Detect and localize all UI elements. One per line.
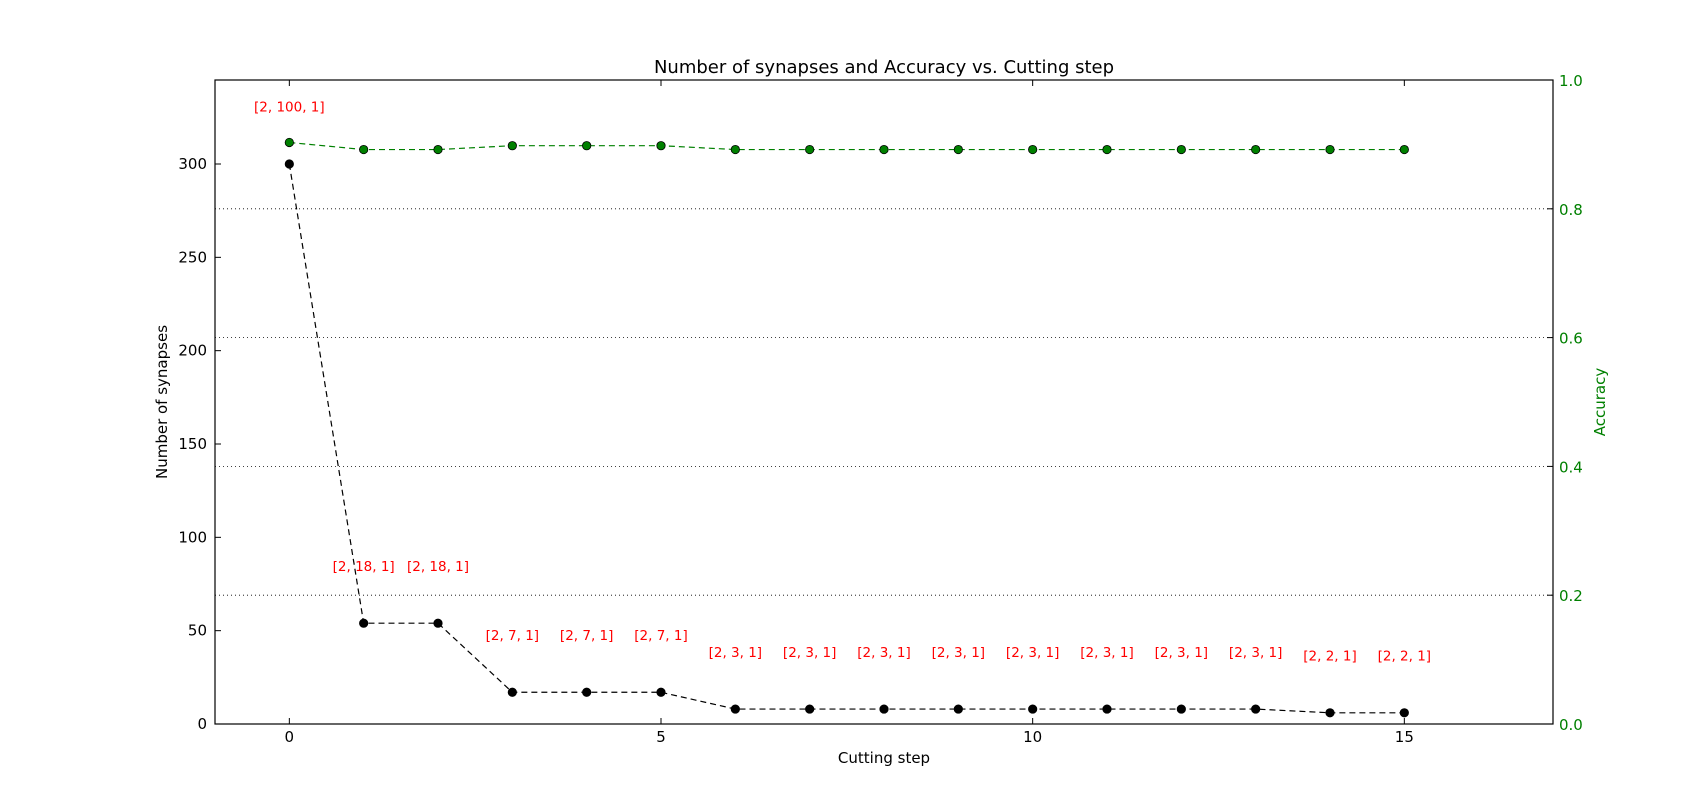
synapses-point: [582, 687, 592, 697]
accuracy-point: [1251, 144, 1261, 155]
accuracy-point: [433, 144, 443, 155]
synapses-point: [507, 687, 517, 697]
y2-tick-label: 0.4: [1559, 458, 1583, 476]
series-layer: [284, 137, 1409, 718]
accuracy-point: [582, 141, 592, 151]
accuracy-point: [1399, 144, 1409, 155]
synapses-point: [284, 159, 294, 169]
x-tick-label: 15: [1395, 728, 1414, 746]
y-tick-label: 50: [188, 622, 207, 640]
synapses-point: [1251, 704, 1261, 714]
x-tick-label: 5: [656, 728, 666, 746]
synapses-point: [1028, 704, 1038, 714]
annotation-label: [2, 3, 1]: [783, 645, 836, 661]
annotation-label: [2, 7, 1]: [560, 628, 613, 644]
annotation-label: [2, 3, 1]: [709, 645, 762, 661]
y-axis-label: Number of synapses: [153, 325, 171, 479]
synapses-point: [953, 704, 963, 714]
synapses-point: [359, 618, 369, 628]
chart-title: Number of synapses and Accuracy vs. Cutt…: [654, 57, 1114, 78]
accuracy-point: [1325, 144, 1335, 155]
annotation-label: [2, 3, 1]: [1080, 645, 1133, 661]
annotation-label: [2, 7, 1]: [634, 628, 687, 644]
synapses-point: [1325, 708, 1335, 718]
y2-tick-label: 0.6: [1559, 330, 1583, 348]
annotation-label: [2, 18, 1]: [407, 559, 469, 575]
accuracy-point: [359, 144, 369, 155]
synapses-point: [1102, 704, 1112, 714]
y-tick-label: 100: [178, 528, 207, 546]
x-tick-label: 0: [285, 728, 295, 746]
accuracy-point: [507, 141, 517, 151]
y-tick-label: 200: [178, 342, 207, 360]
y2-tick-label: 1.0: [1559, 72, 1583, 90]
x-axis-label: Cutting step: [838, 749, 930, 767]
y-tick-label: 0: [197, 715, 207, 733]
accuracy-point: [1028, 144, 1038, 155]
y2-axis-label: Accuracy: [1591, 368, 1609, 437]
y2-tick-label: 0.2: [1559, 587, 1583, 605]
y-tick-label: 150: [178, 435, 207, 453]
y2-tick-label: 0.8: [1559, 201, 1583, 219]
synapses-point: [730, 704, 740, 714]
annotation-label: [2, 3, 1]: [1155, 645, 1208, 661]
axes: 0 5 10 150501001502002503000.00.20.40.60.81…: [178, 72, 1583, 746]
synapses-point: [433, 618, 443, 628]
annotations: [2, 100, 1] [2, 18, 1] [2, 18, 1] [2, 7, 1]…: [254, 100, 1431, 665]
synapses-point: [805, 704, 815, 714]
grid-lines: [215, 208, 1553, 596]
accuracy-point: [730, 144, 740, 155]
accuracy-point: [284, 137, 294, 148]
annotation-label: [2, 3, 1]: [857, 645, 910, 661]
annotation-label: [2, 7, 1]: [486, 628, 539, 644]
annotation-label: [2, 3, 1]: [1229, 645, 1282, 661]
annotation-label: [2, 3, 1]: [1006, 645, 1059, 661]
accuracy-point: [953, 144, 963, 155]
x-tick-label: 10: [1023, 728, 1042, 746]
series-line-synapses: [288, 163, 1405, 714]
synapses-point: [1399, 708, 1409, 718]
accuracy-point: [1176, 144, 1186, 155]
plot-frame: [214, 79, 1554, 725]
accuracy-point: [805, 144, 815, 155]
y2-tick-label: 0.0: [1559, 716, 1583, 734]
annotation-label: [2, 18, 1]: [333, 559, 395, 575]
annotation-label: [2, 3, 1]: [932, 645, 985, 661]
accuracy-point: [656, 141, 666, 151]
annotation-label: [2, 2, 1]: [1303, 649, 1356, 665]
y-tick-label: 250: [178, 248, 207, 266]
synapses-point: [1176, 704, 1186, 714]
annotation-label: [2, 2, 1]: [1378, 649, 1431, 665]
synapses-point: [879, 704, 889, 714]
synapses-point: [656, 687, 666, 697]
y-tick-label: 300: [178, 155, 207, 173]
accuracy-point: [879, 144, 889, 155]
accuracy-point: [1102, 144, 1112, 155]
annotation-label: [2, 100, 1]: [254, 100, 325, 116]
